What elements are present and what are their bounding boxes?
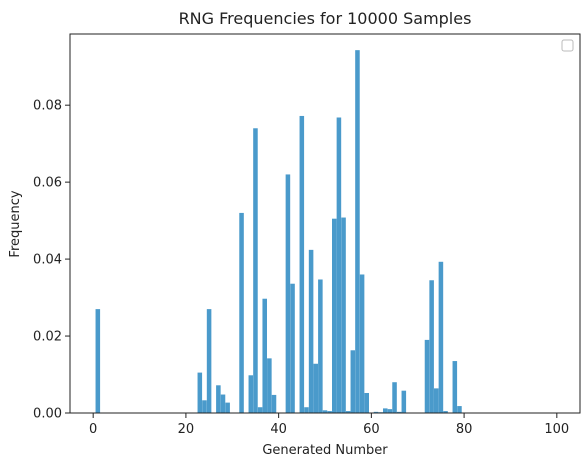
bar-27: [216, 385, 221, 413]
y-tick-label: 0.06: [33, 176, 62, 191]
empty-legend-box: [562, 40, 573, 51]
y-tick-label: 0.00: [33, 407, 62, 422]
bar-24: [202, 400, 207, 413]
bar-43: [290, 284, 295, 413]
bar-53: [337, 117, 342, 413]
bar-67: [402, 391, 407, 413]
x-tick-label: 100: [544, 422, 569, 437]
bar-49: [318, 279, 323, 413]
bar-38: [267, 358, 272, 413]
bar-57: [355, 50, 360, 413]
bar-47: [309, 250, 314, 413]
bar-65: [392, 382, 397, 413]
y-axis-ticks: 0.00 0.02 0.04 0.06 0.08: [33, 99, 70, 422]
bar-79: [457, 406, 462, 413]
bar-72: [425, 340, 430, 413]
bar-45: [300, 116, 305, 413]
y-tick-label: 0.08: [33, 99, 62, 114]
bar-29: [225, 403, 230, 413]
y-tick-label: 0.02: [33, 330, 62, 345]
bar-58: [360, 274, 365, 413]
x-tick-label: 40: [270, 422, 287, 437]
bar-39: [272, 395, 277, 413]
bar-35: [253, 128, 258, 413]
bar-32: [239, 213, 244, 413]
bar-25: [207, 309, 212, 413]
bar-48: [313, 364, 318, 413]
bar-78: [453, 361, 458, 413]
bar-74: [434, 388, 439, 413]
bar-59: [364, 393, 369, 413]
y-axis-label: Frequency: [8, 190, 23, 257]
bar-36: [258, 407, 263, 413]
bar-52: [332, 219, 337, 413]
x-axis-ticks: 0 20 40 60 80 100: [89, 413, 569, 437]
x-tick-label: 60: [363, 422, 380, 437]
bar-23: [198, 373, 203, 413]
bar-28: [221, 395, 226, 413]
x-axis-label: Generated Number: [262, 443, 388, 456]
x-tick-label: 0: [89, 422, 97, 437]
bar-73: [429, 280, 434, 413]
bar-37: [262, 299, 267, 413]
chart-title: RNG Frequencies for 10000 Samples: [179, 9, 472, 28]
x-tick-label: 20: [178, 422, 195, 437]
x-tick-label: 80: [456, 422, 473, 437]
bar-54: [341, 218, 346, 413]
bar-75: [439, 262, 444, 413]
bar-42: [286, 174, 291, 413]
bar-series: [96, 50, 462, 413]
bar-56: [351, 350, 356, 413]
bar-63: [383, 408, 388, 413]
plot-frame: [70, 34, 580, 413]
y-tick-label: 0.04: [33, 253, 62, 268]
bar-46: [304, 407, 309, 413]
bar-34: [249, 375, 254, 413]
bar-64: [388, 409, 393, 413]
bar-1: [96, 309, 101, 413]
